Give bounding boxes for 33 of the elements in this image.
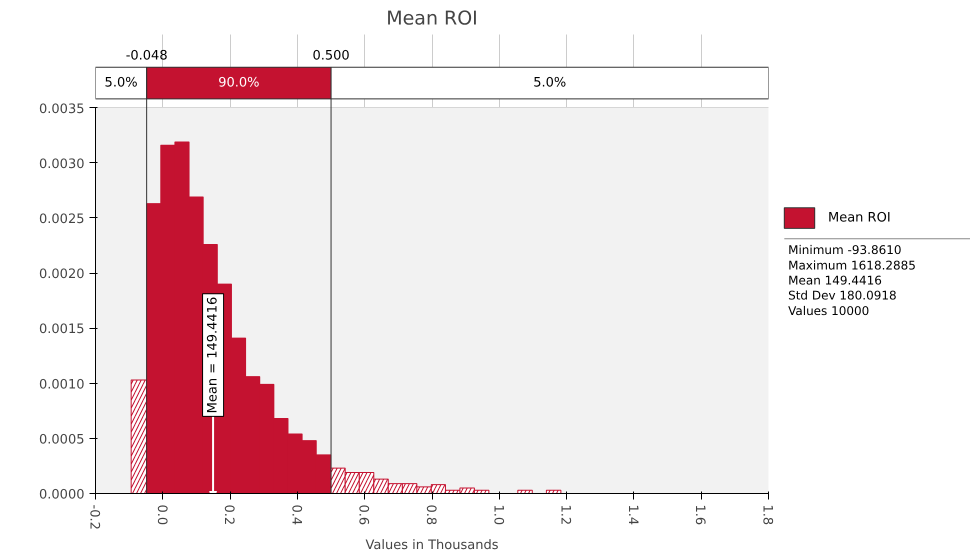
y-tick-label: 0.0015 (39, 322, 85, 338)
y-tick-label: 0.0000 (39, 488, 85, 502)
y-tick-label: 0.0005 (39, 432, 85, 448)
ref-line-label: -0.048 (126, 48, 168, 64)
x-tick-label: 1.4 (624, 504, 640, 526)
x-tick-label: 0.6 (356, 504, 371, 526)
band-label: 5.0% (533, 76, 566, 91)
x-tick-label: 1.6 (692, 504, 708, 526)
x-axis-title: Values in Thousands (366, 538, 499, 553)
y-tick-label: 0.0035 (39, 102, 85, 117)
x-tick-label: 1.0 (490, 504, 506, 526)
band-label: 90.0% (218, 76, 260, 91)
x-tick-label: 1.8 (760, 504, 774, 526)
x-tick-label: 0.8 (423, 504, 438, 526)
text: Maximum 1618.2885 (788, 258, 916, 272)
chart-title: Mean ROI (386, 8, 478, 30)
y-tick-label: 0.0030 (39, 156, 85, 172)
y-tick-label: 0.0010 (39, 377, 85, 392)
x-tick-label: 0.2 (221, 504, 236, 526)
text: Std Dev 180.0918 (788, 288, 897, 303)
y-tick-label: 0.0020 (39, 267, 85, 282)
y-tick-label: 0.0025 (39, 212, 85, 227)
ref-line-label: 0.500 (312, 48, 350, 64)
x-tick-label: -0.2 (86, 504, 102, 530)
x-tick-label: 1.2 (558, 504, 573, 526)
legend-label: Mean ROI (828, 210, 891, 226)
text: Mean 149.4416 (788, 274, 882, 288)
annotation: Mean = 149.4416 (206, 296, 221, 414)
text: Values 10000 (788, 304, 870, 318)
x-tick-label: 0.0 (154, 504, 169, 526)
x-tick-label: 0.4 (288, 504, 304, 526)
band-label: 5.0% (104, 76, 138, 91)
text: Minimum -93.8610 (788, 243, 902, 258)
